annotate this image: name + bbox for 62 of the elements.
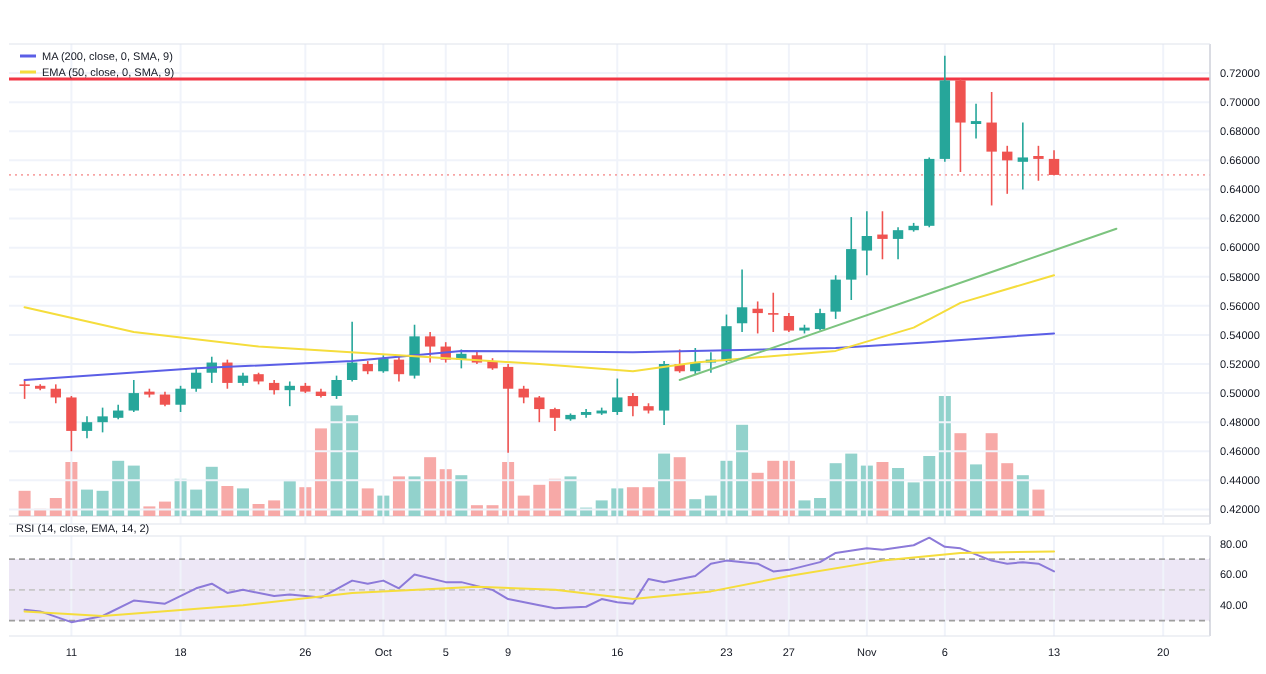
candlestick <box>986 91 997 207</box>
candlestick <box>97 406 108 434</box>
candlestick <box>1033 145 1044 182</box>
candlestick <box>955 78 966 173</box>
candlestick <box>1017 121 1029 191</box>
line-series <box>23 332 1056 381</box>
bar <box>970 464 983 516</box>
line-series <box>23 536 1056 624</box>
bar <box>424 457 437 516</box>
candlestick <box>830 274 841 320</box>
bar <box>1032 489 1045 516</box>
candlestick <box>222 358 233 390</box>
bar <box>221 486 234 516</box>
candlestick <box>892 226 904 261</box>
candlestick <box>752 300 763 335</box>
candlestick <box>612 377 623 416</box>
bar <box>361 488 374 516</box>
candlestick <box>424 331 436 364</box>
bar <box>80 489 93 516</box>
candlestick <box>534 395 545 423</box>
candlestick <box>658 360 670 426</box>
candlestick <box>970 102 982 140</box>
bar <box>314 428 327 516</box>
bar <box>736 424 749 516</box>
candlestick <box>814 307 826 332</box>
candlestick <box>721 313 732 364</box>
bar <box>876 462 889 516</box>
candlestick <box>1048 149 1060 176</box>
candlestick <box>128 379 139 413</box>
candlestick <box>783 312 795 333</box>
bar <box>236 488 249 516</box>
bar <box>798 500 811 516</box>
line-series <box>23 550 1056 617</box>
candlestick <box>190 367 202 393</box>
bar <box>127 465 140 516</box>
bar <box>892 468 905 516</box>
candlestick <box>768 291 779 333</box>
candlestick <box>346 321 358 383</box>
candlestick <box>846 216 857 301</box>
candlestick <box>66 395 77 453</box>
candlestick <box>627 392 639 418</box>
bar <box>1016 475 1029 516</box>
candlestick <box>175 385 186 413</box>
candlestick <box>861 210 873 277</box>
candlestick <box>19 379 30 400</box>
candlestick <box>549 406 561 432</box>
candlestick <box>736 268 748 333</box>
bar <box>455 475 468 516</box>
bar <box>658 453 671 516</box>
candlestick <box>502 363 514 454</box>
candlestick <box>877 210 888 261</box>
bar <box>205 466 218 516</box>
bar <box>283 481 296 516</box>
candlestick <box>409 323 420 380</box>
bar <box>408 476 421 516</box>
candlestick <box>331 374 342 400</box>
candlestick <box>81 415 93 439</box>
bar <box>954 433 967 516</box>
bar <box>673 457 686 516</box>
bar <box>392 476 405 516</box>
line-series <box>23 274 1056 373</box>
candlestick <box>393 354 405 383</box>
